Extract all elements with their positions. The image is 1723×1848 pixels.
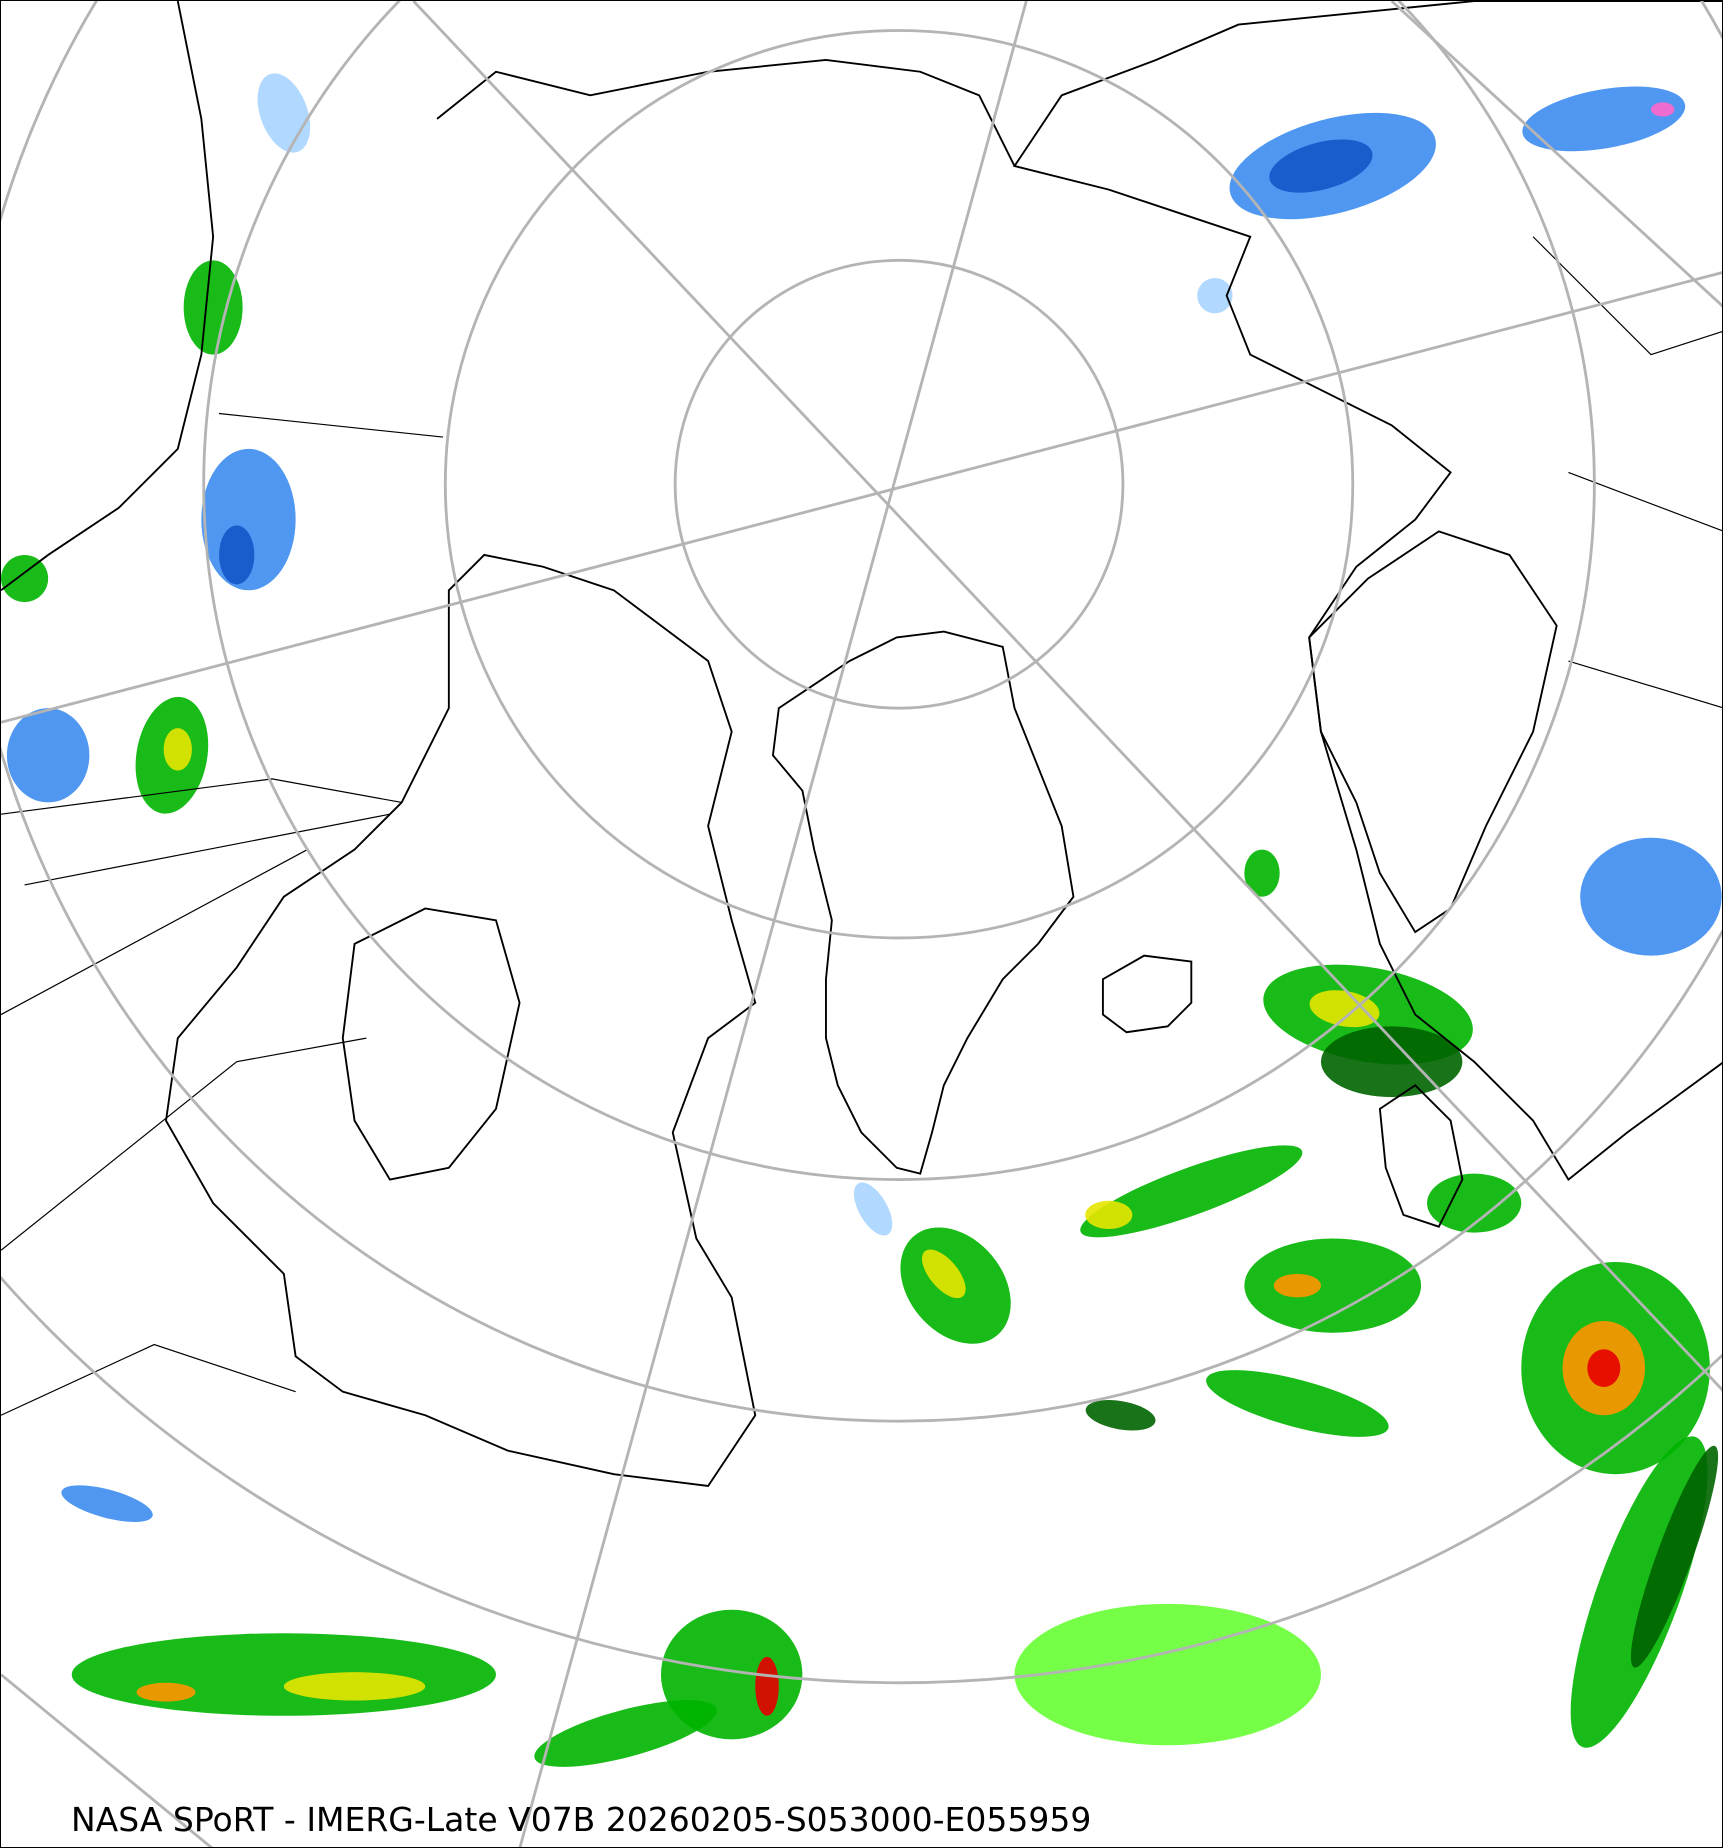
precip-area-light-rain-blue (257, 73, 311, 153)
precip-area-rain-green (1244, 1238, 1422, 1333)
precip-area-rain-green (534, 1700, 717, 1767)
precipitation-layer (1, 73, 1722, 1767)
precip-area-rain-orange (136, 1682, 196, 1702)
precip-area-rain-dark-green (1085, 1400, 1156, 1431)
precip-area-snow-blue (61, 1485, 153, 1522)
precip-area-rain-green (1427, 1173, 1522, 1233)
precip-area-snow-blue (6, 708, 90, 803)
precip-area-rain-yellow (283, 1672, 426, 1701)
precip-area-snow-pink (1650, 102, 1675, 117)
latitude-circle-70 (443, 29, 1355, 940)
precip-area-rain-dark-green (1630, 1445, 1719, 1668)
precip-area-snow-blue (1580, 837, 1722, 956)
precip-area-rain-green (183, 260, 243, 355)
borders (1, 236, 1722, 1416)
meridian-line (412, 1, 1722, 1392)
iceland-outline (1101, 954, 1193, 1034)
scandinavia-outline (1308, 530, 1558, 934)
meridian-line (518, 1, 1028, 1847)
precip-area-rain-red (1587, 1349, 1621, 1387)
alaska-chukotka-coast (1, 1, 215, 592)
precip-area-snow-blue (1522, 86, 1686, 152)
hudson-bay-outline (341, 907, 521, 1181)
precip-area-rain-green (1244, 849, 1280, 897)
precip-area-rain-green (1, 554, 49, 603)
eurasia-coast (1013, 1, 1722, 1181)
meridian-line (1390, 1, 1722, 308)
coastlines (1, 1, 1722, 1487)
precip-area-rain-red (755, 1656, 779, 1716)
siberia-north-coast (436, 59, 1016, 167)
meridian-line (1, 271, 1722, 724)
precip-area-rain-light-green (1014, 1603, 1321, 1746)
north-america-coast (165, 553, 757, 1487)
precip-area-rain-yellow (1309, 990, 1380, 1028)
precip-area-rain-yellow (921, 1249, 966, 1299)
precip-area-rain-yellow (163, 728, 192, 771)
meridian-line (1, 1673, 213, 1847)
greenland-outline (771, 630, 1075, 1175)
latitude-circle-80 (673, 258, 1125, 710)
british-isles-outline (1378, 1084, 1464, 1228)
precip-area-rain-orange (1273, 1273, 1321, 1298)
precip-area-snow-dark-blue (219, 525, 255, 585)
precip-area-rain-green (71, 1633, 496, 1716)
latitude-circle-40 (1, 1275, 1722, 1684)
precip-area-light-rain-blue (1197, 277, 1233, 314)
precip-area-snow-dark-blue (1269, 139, 1373, 193)
map-caption: NASA SPoRT - IMERG-Late V07B 20260205-S0… (71, 1800, 1092, 1839)
precip-area-rain-yellow (1085, 1200, 1133, 1230)
latitude-circle-50 (1, 1, 1722, 1423)
precip-area-rain-green (1206, 1370, 1389, 1437)
latitude-circle-60 (202, 1, 1596, 1181)
precip-area-light-rain-blue (853, 1182, 893, 1236)
precip-area-rain-green (1080, 1145, 1303, 1238)
precip-area-rain-dark-green (1320, 1026, 1463, 1098)
